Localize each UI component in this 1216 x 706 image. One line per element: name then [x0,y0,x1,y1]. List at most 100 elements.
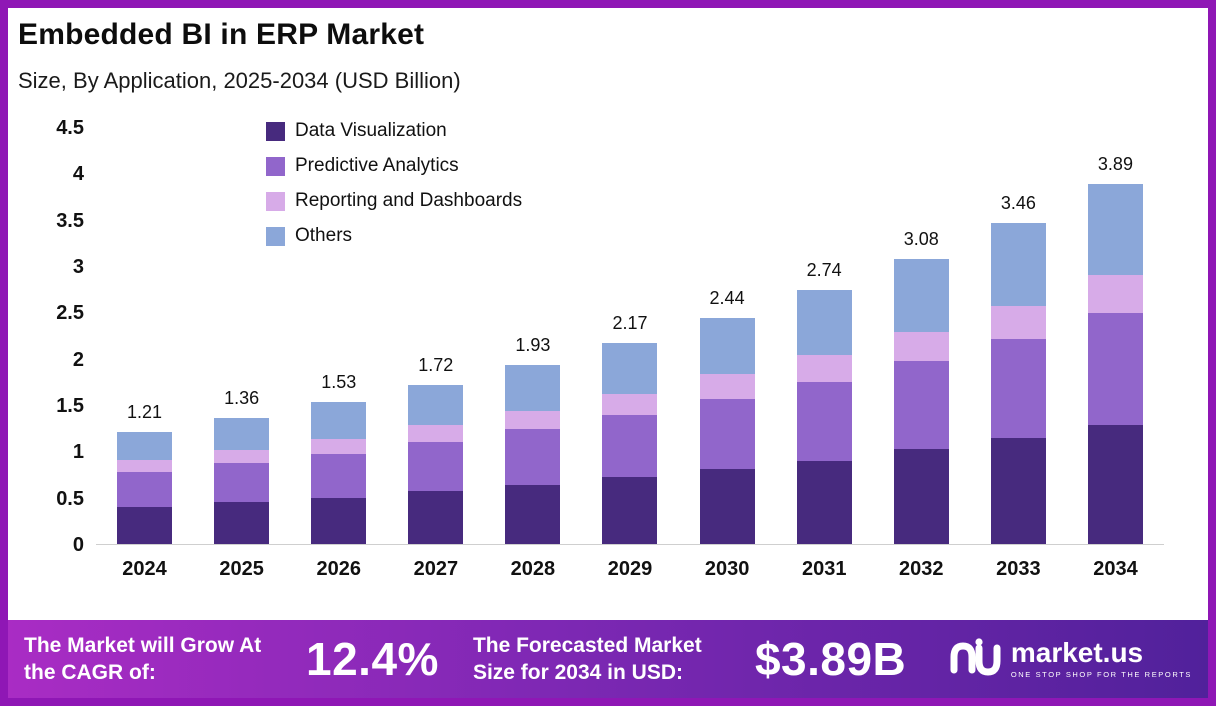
x-tick-label: 2028 [510,558,556,580]
bar-total-label: 3.08 [903,228,939,249]
legend-swatch-icon [266,191,285,211]
bar-segment [505,484,561,544]
x-tick-label: 2031 [801,558,847,580]
forecast-value: $3.89B [754,633,907,685]
legend-swatch-icon [266,226,285,246]
bar-segment [796,381,852,461]
bar-segment [602,477,658,544]
bar-segment [990,305,1046,340]
bar-segment [214,450,270,464]
bar-segment [311,402,367,440]
x-tick-label: 2026 [316,558,361,580]
x-tick-label: 2033 [996,558,1041,580]
x-tick-label: 2024 [122,558,167,580]
bar-slot: 3.08 [873,128,970,544]
bar-total-label: 3.46 [1000,193,1036,214]
bar-segment [117,506,173,544]
bar-segment [214,418,270,451]
bar-segment [699,468,755,544]
bar-segment [1087,313,1143,426]
bar-segment [311,454,367,498]
stacked-bar [505,365,561,544]
x-axis: 2024 2025 2026 2027 2028 2029 2030 2031 2032 2033… [96,558,1164,581]
bar-segment [117,431,173,460]
y-tick-label: 4 [72,163,84,186]
bar-slot: 1.72 [387,128,484,544]
stacked-bar [311,402,367,544]
bar-slot: 1.36 [193,128,290,544]
stacked-bar [990,223,1046,544]
bar-total-label: 1.93 [515,335,551,356]
bar-segment [699,398,755,469]
page-title: Embedded BI in ERP Market [18,18,425,51]
forecast-label: The Forecasted Market Size for 2034 in U… [472,633,702,684]
y-tick-label: 0 [72,534,84,556]
stacked-bar [602,342,658,544]
y-tick-label: 1 [72,441,84,464]
y-tick-label: 3 [72,256,84,278]
bar-segment [214,502,270,544]
bar-segment [893,361,949,450]
footer-banner: The Market will Grow At the CAGR of: 12.… [8,620,1208,698]
legend-item: Predictive Analytics [266,155,522,177]
y-axis: 0 0.5 1 1.5 2 2.5 3 3.5 4 4.5 [26,118,84,555]
legend-label: Data Visualization [295,120,447,141]
marketus-logo-icon [950,638,1001,676]
bar-total-label: 3.89 [1097,153,1133,174]
bar-segment [699,374,755,399]
legend-swatch-icon [266,156,285,176]
bar-segment [602,415,658,478]
bar-slot: 2.74 [776,128,873,544]
bar-segment [699,317,755,375]
legend-swatch-icon [266,121,285,141]
brand-name: market.us [1010,637,1144,668]
legend-label: Reporting and Dashboards [295,190,523,211]
bar-slot: 3.46 [970,128,1067,544]
x-tick-label: 2029 [607,558,653,580]
bar-segment [602,342,658,394]
bar-segment [408,442,464,492]
bar-segment [214,463,270,503]
bar-segment [602,393,658,416]
bar-total-label: 2.17 [612,312,648,333]
bar-segment [117,459,173,472]
y-tick-label: 2 [72,348,84,371]
bar-segment [117,471,173,507]
bar-segment [796,290,852,355]
bar-total-label: 2.74 [806,260,842,281]
chart-section: Embedded BI in ERP Market Size, By Appli… [8,8,1208,620]
stacked-bar [214,418,270,544]
x-tick-label: 2034 [1093,558,1138,580]
x-tick-label: 2025 [219,558,264,580]
bar-segment [1087,425,1143,544]
brand-tagline: ONE STOP SHOP FOR THE REPORTS [1010,670,1192,679]
cagr-value: 12.4% [306,633,439,685]
bar-slot: 2.17 [581,128,678,544]
y-tick-label: 4.5 [56,117,84,139]
bar-total-label: 1.21 [127,401,163,422]
bar-slot: 2.44 [679,128,776,544]
bar-segment [1087,275,1143,314]
bar-total-label: 1.72 [418,354,454,375]
legend-item: Reporting and Dashboards [266,190,522,212]
stacked-bar [893,258,949,544]
cagr-label: The Market will Grow At the CAGR of: [24,633,262,684]
y-tick-label: 1.5 [56,395,84,417]
stacked-bar [117,431,173,544]
bar-segment [311,497,367,544]
bar-segment [893,449,949,544]
plot-area: 1.21 1.36 1.53 1.72 1.93 2.17 2.44 2.74 3.08 3.46… [96,128,1164,545]
y-tick-label: 2.5 [56,302,84,325]
y-tick-label: 0.5 [56,487,84,510]
bar-segment [505,429,561,485]
bar-segment [1087,183,1143,276]
stacked-bar [1087,183,1143,544]
legend-label: Others [295,225,353,246]
bar-slot: 1.93 [484,128,581,544]
bar-slot: 1.53 [290,128,387,544]
x-tick-label: 2030 [704,558,750,580]
bar-total-label: 1.36 [224,388,260,409]
bar-segment [796,354,852,382]
bar-segment [408,384,464,426]
